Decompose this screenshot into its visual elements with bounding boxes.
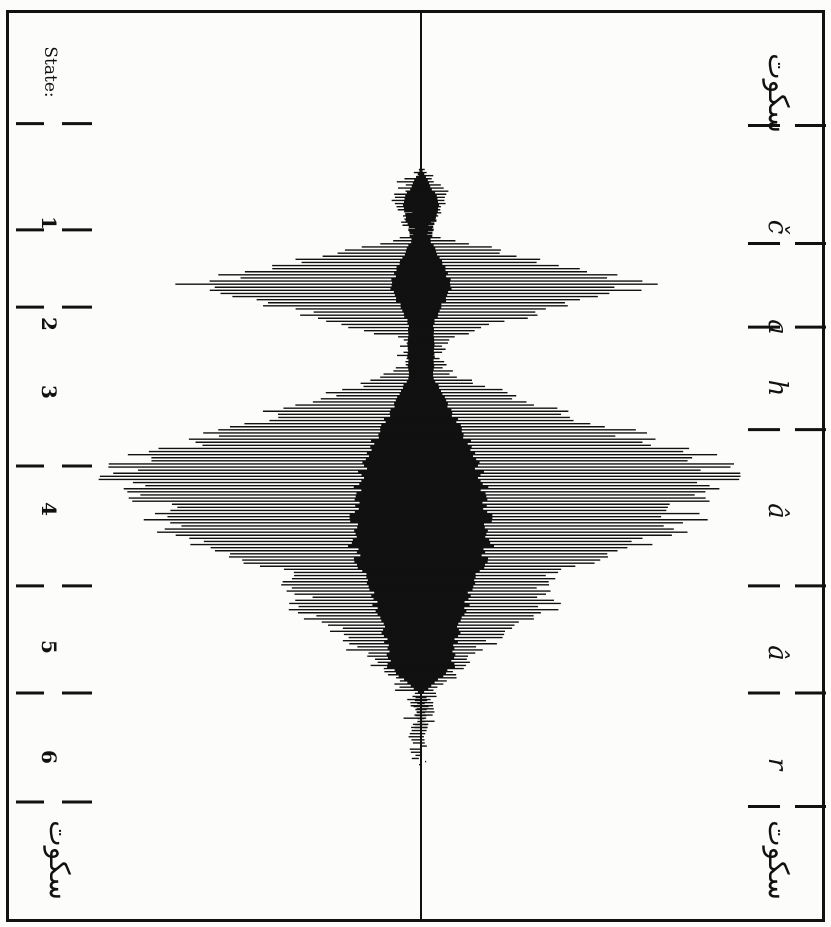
phoneme-label-6: r <box>762 757 792 771</box>
phoneme-label-5: â <box>762 645 792 661</box>
pause-label-top-right: سکوت <box>762 53 795 133</box>
phoneme-label-2: a <box>762 319 792 335</box>
phoneme-label-4: â <box>762 503 792 519</box>
state-label-4: 4 <box>37 502 61 516</box>
state-label-1: 1 <box>37 216 61 230</box>
state-boundary-ticks <box>16 122 92 804</box>
state-label-2: 2 <box>37 317 61 331</box>
figure-border <box>6 10 825 922</box>
state-label-3: 3 <box>37 385 61 399</box>
pause-label-bottom-right: سکوت <box>762 820 795 900</box>
phoneme-label-1: č <box>762 219 792 235</box>
state-label-5: 5 <box>37 640 61 654</box>
waveform-traces <box>98 168 741 766</box>
pause-label-bottom-left: سکوت <box>43 820 76 900</box>
phoneme-boundary-ticks <box>748 124 826 808</box>
phoneme-label-3: h <box>762 379 792 397</box>
state-label-6: 6 <box>37 750 61 764</box>
state-axis-label: State: <box>40 46 60 98</box>
